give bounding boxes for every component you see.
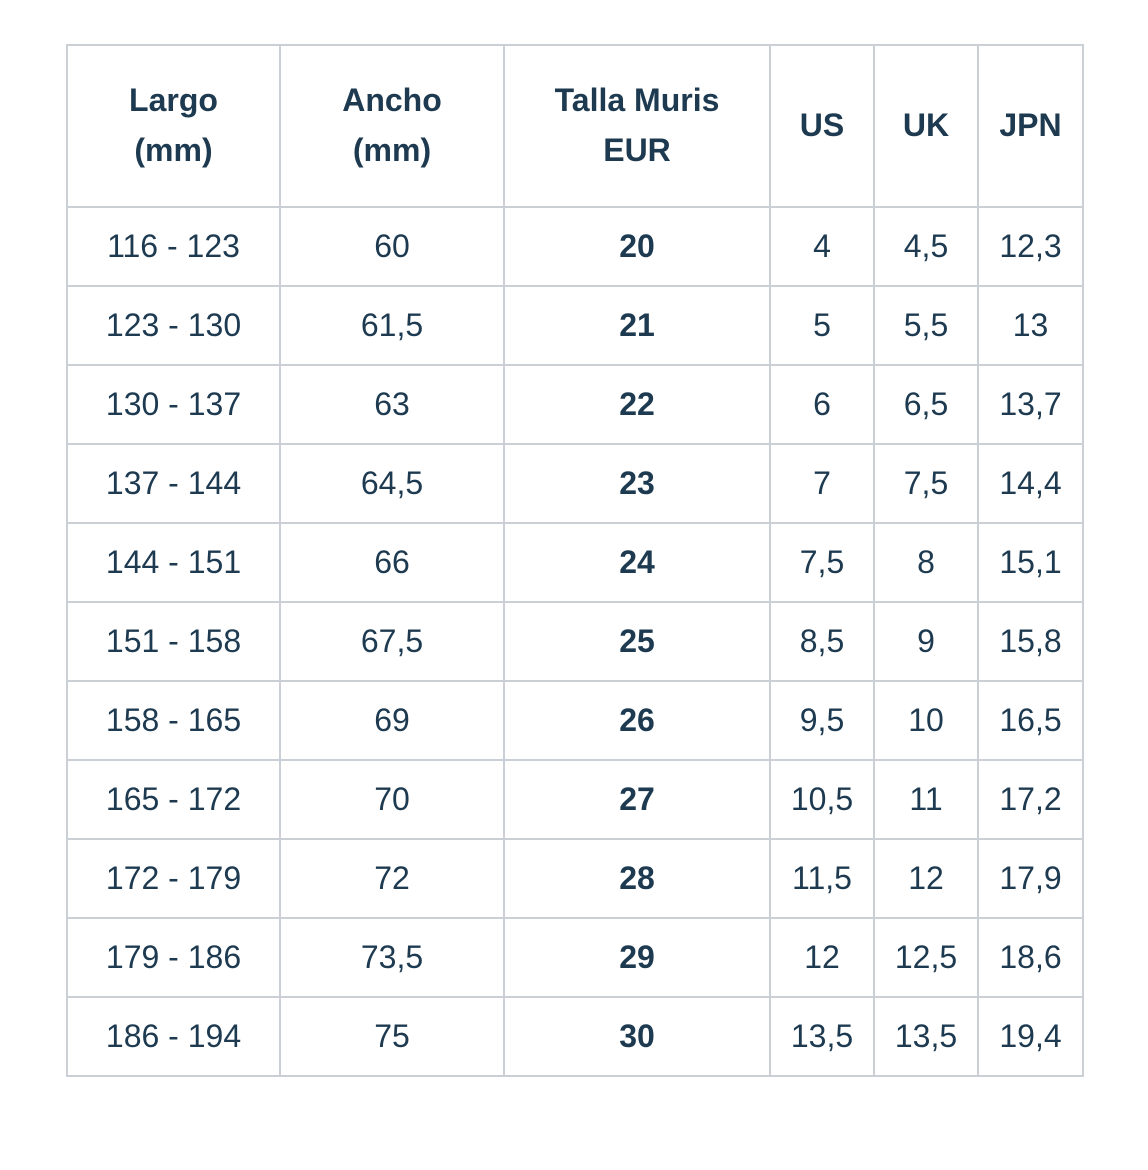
table-row: 123 - 130 61,5 21 5 5,5 13 <box>66 285 1084 366</box>
table-row: 158 - 165 69 26 9,5 10 16,5 <box>66 680 1084 761</box>
cell-uk: 11 <box>873 759 979 840</box>
size-chart-table: Largo (mm) Ancho (mm) Talla Muris EUR US… <box>66 44 1084 1077</box>
table-row: 137 - 144 64,5 23 7 7,5 14,4 <box>66 443 1084 524</box>
header-us: US <box>769 44 875 208</box>
cell-ancho: 66 <box>279 522 505 603</box>
cell-largo: 172 - 179 <box>66 838 281 919</box>
cell-us: 8,5 <box>769 601 875 682</box>
cell-largo: 186 - 194 <box>66 996 281 1077</box>
cell-largo: 130 - 137 <box>66 364 281 445</box>
cell-ancho: 60 <box>279 206 505 287</box>
cell-jpn: 18,6 <box>977 917 1084 998</box>
cell-ancho: 64,5 <box>279 443 505 524</box>
header-largo: Largo (mm) <box>66 44 281 208</box>
header-ancho-line1: Ancho <box>342 82 442 119</box>
cell-uk: 12 <box>873 838 979 919</box>
header-ancho-line2: (mm) <box>352 132 432 168</box>
cell-us: 7 <box>769 443 875 524</box>
header-largo-line2: (mm) <box>134 132 213 168</box>
cell-us: 4 <box>769 206 875 287</box>
cell-largo: 137 - 144 <box>66 443 281 524</box>
table-row: 172 - 179 72 28 11,5 12 17,9 <box>66 838 1084 919</box>
header-eur-line2: EUR <box>603 132 671 168</box>
header-eur-line1: Talla Muris <box>554 82 720 119</box>
table-row: 116 - 123 60 20 4 4,5 12,3 <box>66 206 1084 287</box>
cell-jpn: 12,3 <box>977 206 1084 287</box>
header-us-line1: US <box>799 107 845 144</box>
header-largo-line1: Largo <box>129 82 218 119</box>
header-uk-line1: UK <box>902 107 950 144</box>
cell-us: 6 <box>769 364 875 445</box>
cell-ancho: 70 <box>279 759 505 840</box>
cell-uk: 13,5 <box>873 996 979 1077</box>
cell-us: 11,5 <box>769 838 875 919</box>
cell-jpn: 15,1 <box>977 522 1084 603</box>
table-row: 186 - 194 75 30 13,5 13,5 19,4 <box>66 996 1084 1077</box>
cell-eur: 30 <box>503 996 771 1077</box>
header-row: Largo (mm) Ancho (mm) Talla Muris EUR US… <box>66 44 1084 208</box>
header-eur: Talla Muris EUR <box>503 44 771 208</box>
cell-eur: 26 <box>503 680 771 761</box>
cell-ancho: 61,5 <box>279 285 505 366</box>
table-row: 179 - 186 73,5 29 12 12,5 18,6 <box>66 917 1084 998</box>
cell-largo: 179 - 186 <box>66 917 281 998</box>
cell-eur: 22 <box>503 364 771 445</box>
cell-eur: 24 <box>503 522 771 603</box>
cell-eur: 20 <box>503 206 771 287</box>
cell-jpn: 13,7 <box>977 364 1084 445</box>
header-jpn: JPN <box>977 44 1084 208</box>
cell-uk: 12,5 <box>873 917 979 998</box>
cell-eur: 29 <box>503 917 771 998</box>
cell-uk: 8 <box>873 522 979 603</box>
cell-jpn: 17,9 <box>977 838 1084 919</box>
cell-us: 12 <box>769 917 875 998</box>
cell-ancho: 73,5 <box>279 917 505 998</box>
cell-jpn: 15,8 <box>977 601 1084 682</box>
table-row: 151 - 158 67,5 25 8,5 9 15,8 <box>66 601 1084 682</box>
cell-jpn: 19,4 <box>977 996 1084 1077</box>
table-row: 165 - 172 70 27 10,5 11 17,2 <box>66 759 1084 840</box>
cell-largo: 151 - 158 <box>66 601 281 682</box>
cell-ancho: 67,5 <box>279 601 505 682</box>
header-uk: UK <box>873 44 979 208</box>
cell-jpn: 13 <box>977 285 1084 366</box>
cell-us: 7,5 <box>769 522 875 603</box>
table-row: 144 - 151 66 24 7,5 8 15,1 <box>66 522 1084 603</box>
cell-eur: 28 <box>503 838 771 919</box>
cell-eur: 23 <box>503 443 771 524</box>
cell-us: 5 <box>769 285 875 366</box>
cell-uk: 6,5 <box>873 364 979 445</box>
cell-us: 13,5 <box>769 996 875 1077</box>
size-chart-page: Largo (mm) Ancho (mm) Talla Muris EUR US… <box>0 44 1148 1170</box>
cell-eur: 21 <box>503 285 771 366</box>
cell-ancho: 69 <box>279 680 505 761</box>
cell-uk: 10 <box>873 680 979 761</box>
cell-eur: 27 <box>503 759 771 840</box>
cell-uk: 4,5 <box>873 206 979 287</box>
header-ancho: Ancho (mm) <box>279 44 505 208</box>
cell-uk: 9 <box>873 601 979 682</box>
cell-largo: 123 - 130 <box>66 285 281 366</box>
cell-us: 9,5 <box>769 680 875 761</box>
cell-ancho: 63 <box>279 364 505 445</box>
cell-uk: 5,5 <box>873 285 979 366</box>
cell-us: 10,5 <box>769 759 875 840</box>
header-jpn-line1: JPN <box>999 107 1062 144</box>
cell-largo: 116 - 123 <box>66 206 281 287</box>
cell-ancho: 72 <box>279 838 505 919</box>
cell-largo: 158 - 165 <box>66 680 281 761</box>
cell-jpn: 16,5 <box>977 680 1084 761</box>
cell-ancho: 75 <box>279 996 505 1077</box>
cell-largo: 144 - 151 <box>66 522 281 603</box>
cell-eur: 25 <box>503 601 771 682</box>
cell-uk: 7,5 <box>873 443 979 524</box>
cell-jpn: 17,2 <box>977 759 1084 840</box>
cell-largo: 165 - 172 <box>66 759 281 840</box>
table-row: 130 - 137 63 22 6 6,5 13,7 <box>66 364 1084 445</box>
cell-jpn: 14,4 <box>977 443 1084 524</box>
